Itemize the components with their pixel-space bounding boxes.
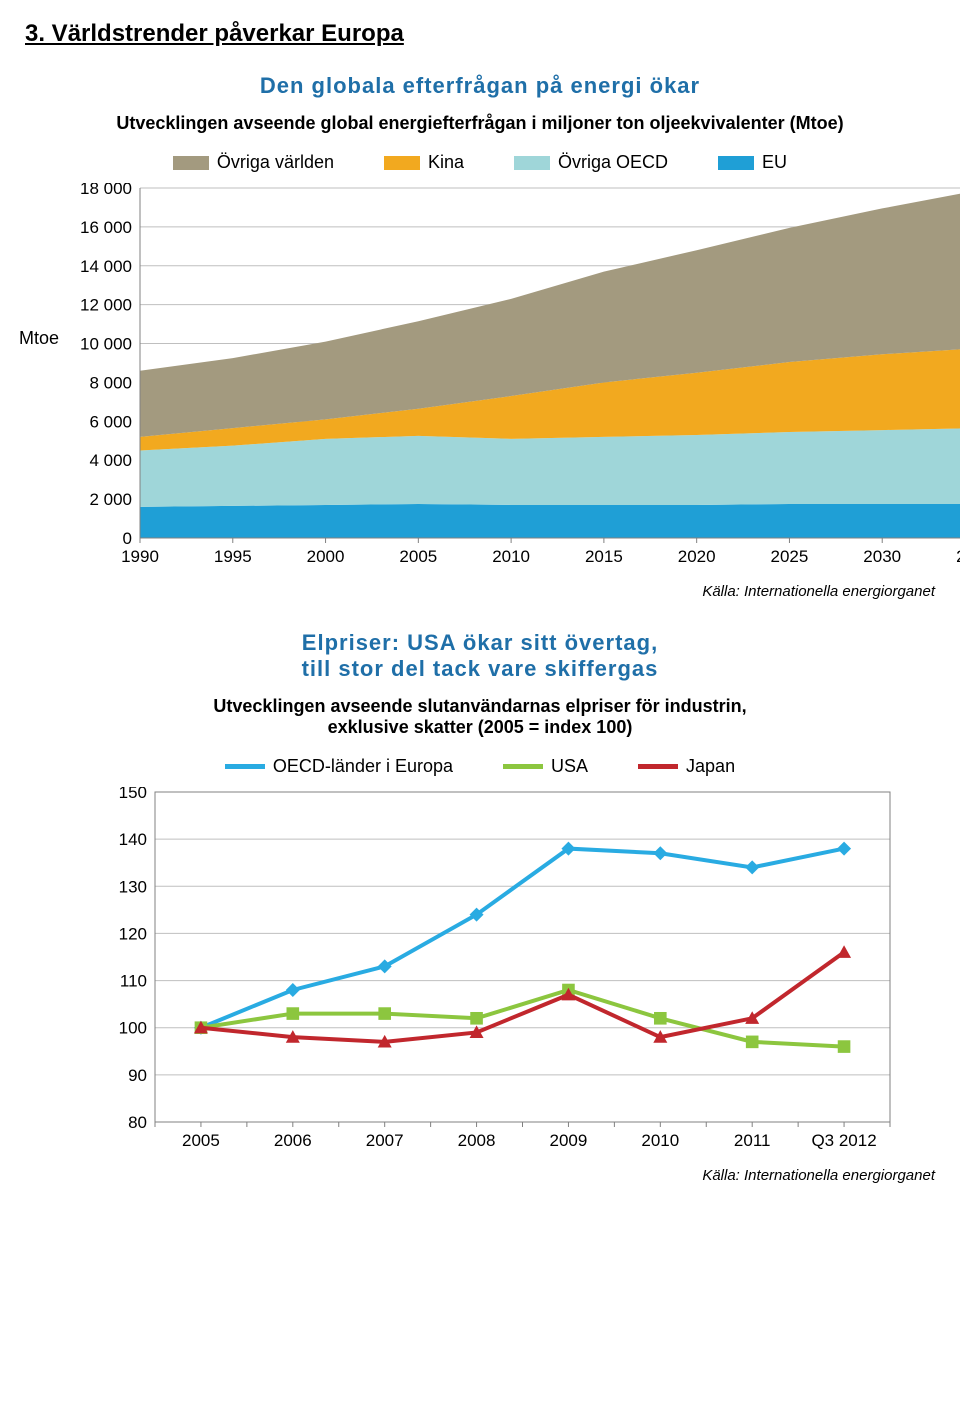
svg-text:2005: 2005 — [182, 1131, 220, 1150]
chart2-legend-item: USA — [503, 756, 588, 777]
svg-text:2007: 2007 — [366, 1131, 404, 1150]
legend-line — [638, 764, 678, 769]
svg-text:2009: 2009 — [550, 1131, 588, 1150]
chart1-svg: 0 2 000 4 000 6 000 8 000 10 000 12 000 14 000 1… — [70, 183, 960, 573]
legend-label: Kina — [428, 152, 464, 173]
svg-text:Q3 2012: Q3 2012 — [811, 1131, 876, 1150]
legend-label: Övriga OECD — [558, 152, 668, 173]
svg-text:2000: 2000 — [307, 547, 345, 566]
legend-label: EU — [762, 152, 787, 173]
legend-line — [225, 764, 265, 769]
chart1-legend: Övriga världen Kina Övriga OECD EU — [25, 152, 935, 173]
chart2-source: Källa: Internationella energiorganet — [25, 1167, 935, 1184]
svg-text:2005: 2005 — [399, 547, 437, 566]
svg-text:16 000: 16 000 — [80, 218, 132, 237]
legend-swatch — [514, 156, 550, 170]
svg-text:12 000: 12 000 — [80, 296, 132, 315]
chart2-legend-item: OECD-länder i Europa — [225, 756, 453, 777]
chart1-legend-item: EU — [718, 152, 787, 173]
svg-text:2015: 2015 — [585, 547, 623, 566]
legend-label: Japan — [686, 756, 735, 777]
chart2-subtitle: Utvecklingen avseende slutanvändarnas el… — [25, 696, 935, 738]
svg-text:10 000: 10 000 — [80, 335, 132, 354]
chart2-legend: OECD-länder i Europa USA Japan — [25, 756, 935, 777]
legend-swatch — [718, 156, 754, 170]
svg-text:120: 120 — [119, 924, 147, 943]
svg-text:8 000: 8 000 — [89, 373, 132, 392]
svg-text:2020: 2020 — [678, 547, 716, 566]
svg-text:110: 110 — [120, 972, 147, 991]
chart1-title: Den globala efterfrågan på energi ökar — [25, 73, 935, 99]
chart1-container: Mtoe 02 0004 0006 0008 00010 00012 00014… — [25, 183, 935, 573]
legend-label: OECD-länder i Europa — [273, 756, 453, 777]
chart2-svg: 80 90 100 110 120 130 140 150 2005 2006 2007 2008 20… — [110, 787, 900, 1157]
svg-text:4 000: 4 000 — [89, 451, 132, 470]
svg-text:2025: 2025 — [771, 547, 809, 566]
svg-text:2010: 2010 — [492, 547, 530, 566]
chart2-legend-item: Japan — [638, 756, 735, 777]
svg-text:2030: 2030 — [863, 547, 901, 566]
svg-text:2035: 2035 — [956, 547, 960, 566]
svg-text:130: 130 — [119, 877, 147, 896]
legend-label: Övriga världen — [217, 152, 334, 173]
chart2-title: Elpriser: USA ökar sitt övertag, till st… — [25, 630, 935, 682]
chart1-subtitle: Utvecklingen avseende global energiefter… — [25, 113, 935, 134]
legend-swatch — [173, 156, 209, 170]
svg-text:2008: 2008 — [458, 1131, 496, 1150]
svg-text:0: 0 — [123, 529, 132, 548]
legend-line — [503, 764, 543, 769]
chart1-legend-item: Övriga OECD — [514, 152, 668, 173]
page-title: 3. Världstrender påverkar Europa — [25, 20, 935, 48]
legend-label: USA — [551, 756, 588, 777]
svg-text:150: 150 — [119, 787, 147, 802]
svg-text:2 000: 2 000 — [89, 490, 132, 509]
svg-text:6 000: 6 000 — [89, 412, 132, 431]
svg-text:2006: 2006 — [274, 1131, 312, 1150]
chart2-container: 80 90 100 110 120 130 140 150 2005 2006 2007 2008 20… — [110, 787, 935, 1157]
svg-text:140: 140 — [119, 830, 147, 849]
chart1-y-axis-title: Mtoe — [19, 328, 59, 349]
chart1-legend-item: Övriga världen — [173, 152, 334, 173]
legend-swatch — [384, 156, 420, 170]
svg-text:2010: 2010 — [641, 1131, 679, 1150]
svg-text:100: 100 — [119, 1019, 147, 1038]
chart1-source: Källa: Internationella energiorganet — [25, 583, 935, 600]
svg-text:1990: 1990 — [121, 547, 159, 566]
svg-text:18 000: 18 000 — [80, 183, 132, 198]
svg-text:2011: 2011 — [734, 1131, 771, 1150]
svg-text:1995: 1995 — [214, 547, 252, 566]
svg-text:90: 90 — [128, 1066, 147, 1085]
chart1-legend-item: Kina — [384, 152, 464, 173]
svg-text:14 000: 14 000 — [80, 257, 132, 276]
svg-text:80: 80 — [128, 1113, 147, 1132]
